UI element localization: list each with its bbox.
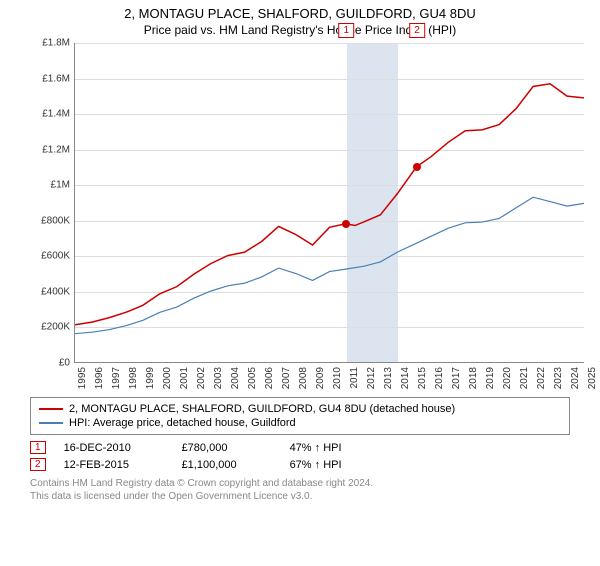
x-tick-label: 2017 [451,367,462,389]
x-tick-label: 2007 [281,367,292,389]
x-tick-label: 2000 [162,367,173,389]
y-gridline [75,150,584,151]
legend-item: HPI: Average price, detached house, Guil… [39,416,561,430]
sale-delta: 47% ↑ HPI [290,442,342,454]
x-tick-label: 1997 [111,367,122,389]
y-tick-label: £1M [51,180,70,191]
x-tick-label: 2024 [570,367,581,389]
legend-swatch [39,422,63,424]
x-tick-label: 1996 [94,367,105,389]
y-gridline [75,327,584,328]
x-tick-label: 2004 [230,367,241,389]
x-axis: 1995 1996 1997 1998 1999 2000 2001 2002 2003 2004… [74,363,584,393]
y-gridline [75,114,584,115]
y-tick-label: £200K [41,322,70,333]
x-tick-label: 2020 [502,367,513,389]
y-gridline [75,185,584,186]
sale-date: 16-DEC-2010 [64,442,164,454]
x-tick-label: 2010 [332,367,343,389]
footer-line-2: This data is licensed under the Open Gov… [30,490,570,503]
x-tick-label: 2001 [179,367,190,389]
series-hpi [75,197,584,333]
x-tick-label: 2023 [553,367,564,389]
y-tick-label: £1.4M [42,109,70,120]
x-tick-label: 2012 [366,367,377,389]
sale-marker-dot-1 [342,220,350,228]
y-gridline [75,292,584,293]
x-tick-label: 2014 [400,367,411,389]
footer-attribution: Contains HM Land Registry data © Crown c… [30,477,570,503]
chart-area: £0 £200K £400K £600K £800K £1M £1.2M £1.4M £1.6M… [34,43,594,393]
y-tick-label: £1.8M [42,38,70,49]
plot-area: 12 [74,43,584,363]
x-tick-label: 1998 [128,367,139,389]
sale-price: £1,100,000 [182,459,272,471]
y-axis: £0£200K£400K£600K£800K£1M£1.2M£1.4M£1.6M… [34,43,74,363]
y-gridline [75,79,584,80]
line-chart-svg [75,43,584,362]
chart-subtitle: Price paid vs. HM Land Registry's House … [0,23,600,37]
y-tick-label: £1.6M [42,73,70,84]
x-tick-label: 2011 [349,367,360,389]
x-tick-label: 2022 [536,367,547,389]
x-tick-label: 2021 [519,367,530,389]
legend-label: HPI: Average price, detached house, Guil… [69,417,296,429]
y-tick-label: £0 [59,358,70,369]
x-tick-label: 2006 [264,367,275,389]
sale-row: 2 12-FEB-2015 £1,100,000 67% ↑ HPI [30,456,570,473]
sales-table: 1 16-DEC-2010 £780,000 47% ↑ HPI 2 12-FEB-201… [30,439,570,473]
chart-title: 2, MONTAGU PLACE, SHALFORD, GUILDFORD, G… [0,6,600,21]
x-tick-label: 2015 [417,367,428,389]
sale-date: 12-FEB-2015 [64,459,164,471]
y-gridline [75,43,584,44]
y-tick-label: £800K [41,215,70,226]
sale-marker-number: 2 [30,458,46,471]
sale-marker-label-2: 2 [409,23,425,38]
y-tick-label: £400K [41,286,70,297]
legend-label: 2, MONTAGU PLACE, SHALFORD, GUILDFORD, G… [69,403,455,415]
y-tick-label: £1.2M [42,144,70,155]
x-tick-label: 2016 [434,367,445,389]
sale-marker-dot-2 [413,163,421,171]
x-tick-label: 2008 [298,367,309,389]
sale-marker-label-1: 1 [339,23,355,38]
y-gridline [75,256,584,257]
x-tick-label: 2002 [196,367,207,389]
sale-delta: 67% ↑ HPI [290,459,342,471]
y-gridline [75,221,584,222]
x-tick-label: 1995 [77,367,88,389]
legend-swatch [39,408,63,410]
sale-marker-number: 1 [30,441,46,454]
legend-item: 2, MONTAGU PLACE, SHALFORD, GUILDFORD, G… [39,402,561,416]
series-property [75,84,584,325]
x-tick-label: 2003 [213,367,224,389]
x-tick-label: 2025 [587,367,598,389]
x-tick-label: 2009 [315,367,326,389]
x-tick-label: 2018 [468,367,479,389]
chart-legend: 2, MONTAGU PLACE, SHALFORD, GUILDFORD, G… [30,397,570,435]
highlight-band [347,43,398,362]
page-container: 2, MONTAGU PLACE, SHALFORD, GUILDFORD, G… [0,6,600,566]
x-tick-label: 2005 [247,367,258,389]
sale-row: 1 16-DEC-2010 £780,000 47% ↑ HPI [30,439,570,456]
x-tick-label: 2013 [383,367,394,389]
sale-price: £780,000 [182,442,272,454]
x-tick-label: 2019 [485,367,496,389]
footer-line-1: Contains HM Land Registry data © Crown c… [30,477,570,490]
y-tick-label: £600K [41,251,70,262]
x-tick-label: 1999 [145,367,156,389]
